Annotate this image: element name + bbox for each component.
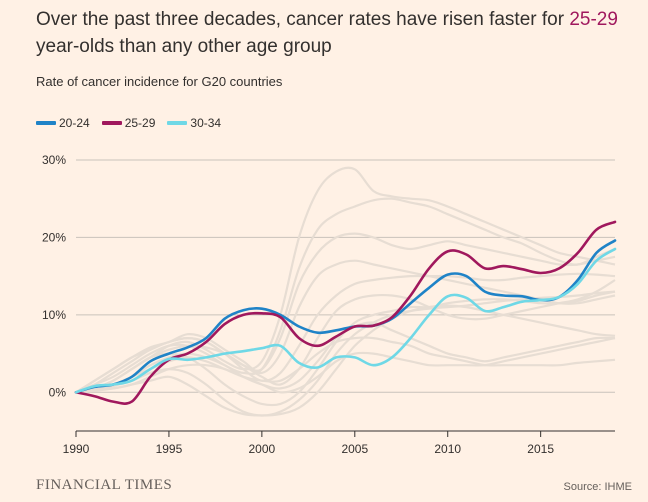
y-tick-label: 20% xyxy=(42,230,66,244)
publisher-brand: FINANCIAL TIMES xyxy=(36,477,173,493)
legend: 20-24 25-29 30-34 xyxy=(36,116,221,130)
x-tick-label: 1995 xyxy=(156,442,183,456)
grid-lines xyxy=(76,159,615,393)
other-group-line-6 xyxy=(75,259,616,394)
x-tick-label: 1990 xyxy=(63,442,90,456)
chart-title: Over the past three decades, cancer rate… xyxy=(36,6,636,60)
other-group-line-7 xyxy=(75,272,616,394)
legend-item-30-34: 30-34 xyxy=(167,116,221,130)
x-tick-label: 2005 xyxy=(341,442,368,456)
highlighted-series-lines xyxy=(74,220,617,405)
x-tick-label: 2010 xyxy=(434,442,461,456)
series-line-30-34 xyxy=(74,247,617,394)
title-text-end: year-olds than any other age group xyxy=(36,36,332,57)
legend-label-30-34: 30-34 xyxy=(190,116,222,130)
other-group-line-14 xyxy=(75,304,616,417)
axes: 0% 10% 20% 30% 1990 1995 2000 2005 2010 2015 xyxy=(42,153,615,456)
x-tick-label: 2000 xyxy=(249,442,276,456)
legend-item-20-24: 20-24 xyxy=(36,116,90,130)
y-tick-label: 10% xyxy=(42,308,66,322)
legend-item-25-29: 25-29 xyxy=(101,116,156,130)
legend-swatch-25-29 xyxy=(101,121,122,125)
source-note: Source: IHME xyxy=(563,481,632,493)
legend-label-20-24: 20-24 xyxy=(59,116,90,130)
chart-subtitle: Rate of cancer incidence for G20 countri… xyxy=(36,74,283,89)
title-text-start: Over the past three decades, cancer rate… xyxy=(36,9,570,30)
other-group-line-13 xyxy=(75,290,616,417)
x-tick-label: 2015 xyxy=(527,442,554,456)
other-age-group-lines xyxy=(75,166,616,417)
legend-swatch-30-34 xyxy=(167,121,188,125)
other-group-line-8 xyxy=(75,279,616,394)
other-group-line-4 xyxy=(75,197,616,394)
y-tick-label: 30% xyxy=(42,153,66,167)
title-highlight: 25-29 xyxy=(569,9,618,30)
legend-label-25-29: 25-29 xyxy=(124,116,156,130)
legend-swatch-20-24 xyxy=(36,121,56,125)
series-line-20-24 xyxy=(74,239,617,394)
y-tick-label: 0% xyxy=(49,385,67,399)
